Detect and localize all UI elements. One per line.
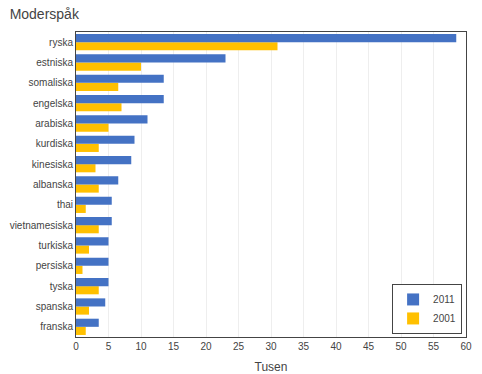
svg-text:persiska: persiska	[36, 260, 74, 271]
svg-text:55: 55	[428, 341, 440, 352]
svg-text:15: 15	[168, 341, 180, 352]
svg-text:engelska: engelska	[33, 98, 73, 109]
svg-text:40: 40	[330, 341, 342, 352]
svg-text:spanska: spanska	[36, 301, 74, 312]
svg-text:60: 60	[460, 341, 472, 352]
svg-text:20: 20	[200, 341, 212, 352]
svg-text:2011: 2011	[433, 294, 455, 305]
svg-text:thai: thai	[57, 199, 73, 210]
svg-text:ryska: ryska	[49, 37, 73, 48]
svg-text:25: 25	[233, 341, 245, 352]
svg-text:arabiska: arabiska	[35, 118, 73, 129]
svg-text:10: 10	[135, 341, 147, 352]
svg-text:somaliska: somaliska	[29, 77, 74, 88]
svg-text:30: 30	[265, 341, 277, 352]
svg-text:estniska: estniska	[36, 57, 73, 68]
svg-text:tyska: tyska	[50, 281, 74, 292]
svg-text:45: 45	[363, 341, 375, 352]
svg-text:franska: franska	[40, 321, 73, 332]
svg-text:5: 5	[106, 341, 112, 352]
svg-text:35: 35	[298, 341, 310, 352]
svg-text:albanska: albanska	[33, 179, 73, 190]
svg-text:50: 50	[395, 341, 407, 352]
svg-text:Moderspåk: Moderspåk	[10, 6, 80, 22]
svg-text:kurdiska: kurdiska	[36, 138, 74, 149]
svg-text:kinesiska: kinesiska	[32, 159, 74, 170]
svg-text:vietnamesiska: vietnamesiska	[10, 220, 74, 231]
svg-text:2001: 2001	[433, 313, 456, 324]
svg-text:Tusen: Tusen	[255, 360, 288, 374]
svg-text:0: 0	[73, 341, 79, 352]
svg-text:turkiska: turkiska	[39, 240, 74, 251]
